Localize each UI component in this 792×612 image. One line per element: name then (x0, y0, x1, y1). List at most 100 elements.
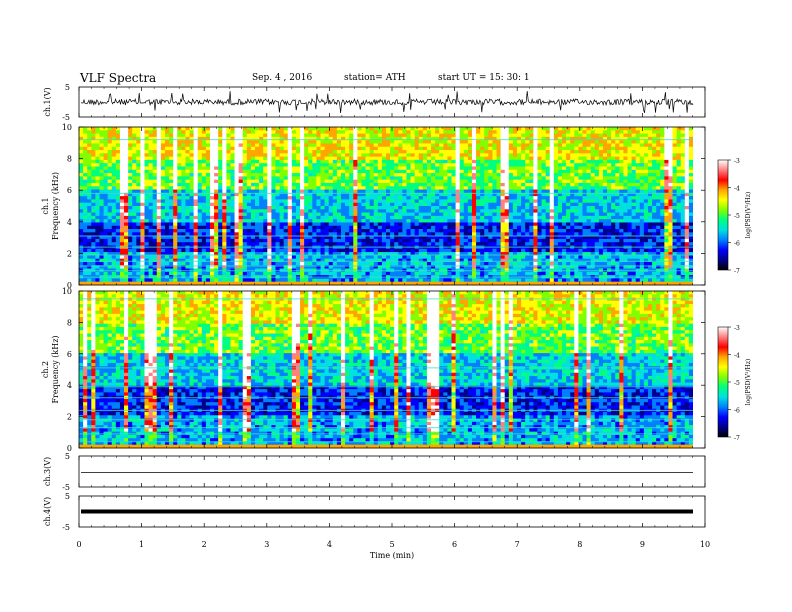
spectrogram-cell (181, 186, 186, 190)
spectrogram-cell (271, 189, 276, 194)
spectrogram-cell (410, 182, 416, 187)
spectrogram-cell (414, 229, 420, 233)
spectrogram-cell (668, 229, 673, 233)
spectrogram-cell (308, 225, 313, 230)
spectrogram-cell (578, 150, 583, 154)
spectrogram-cell (431, 212, 436, 217)
spectrogram-cell (418, 150, 424, 154)
spectrogram-cell (197, 140, 203, 144)
spectrogram-cell (447, 212, 452, 217)
spectrogram-cell (652, 232, 657, 237)
spectrogram-cell (238, 225, 244, 230)
spectrogram-cell (226, 153, 231, 158)
spectrogram-cell (521, 212, 526, 217)
spectrogram-cell (340, 156, 346, 161)
spectrogram-cell (148, 225, 154, 230)
spectrogram-cell (394, 166, 399, 171)
spectrogram-cell (148, 140, 154, 144)
spectrogram-cell (263, 209, 268, 213)
spectrogram-cell (214, 215, 219, 220)
spectrogram-cell (336, 136, 342, 141)
spectrogram-cell (320, 182, 325, 187)
spectrogram-cell (496, 143, 502, 148)
spectrogram-cell (201, 196, 207, 200)
spectrogram-cell (402, 209, 407, 213)
spectrogram-cell (394, 130, 399, 134)
spectrogram-cell (533, 232, 538, 237)
spectrogram-cell (242, 150, 248, 154)
spectrogram-cell (410, 143, 416, 148)
spectrogram-cell (455, 206, 461, 210)
spectrogram-cell (148, 173, 154, 177)
spectrogram-cell (607, 186, 612, 190)
spectrogram-cell (316, 206, 321, 210)
spectrogram-cell (504, 156, 510, 161)
spectrogram-cell (279, 153, 285, 158)
spectrogram-cell (209, 163, 215, 167)
spectrogram-cell (136, 229, 141, 233)
spectrogram-cell (471, 146, 477, 151)
spectrogram-cell (631, 153, 637, 158)
spectrogram-cell (369, 196, 375, 200)
spectrogram-cell (103, 212, 109, 217)
spectrogram-cell (549, 215, 555, 220)
spectrogram-cell (222, 140, 227, 144)
spectrogram-cell (214, 169, 219, 174)
spectrogram-cell (185, 215, 190, 220)
spectrogram-cell (160, 206, 166, 210)
spectrogram-cell (504, 163, 510, 167)
spectrogram-cell (537, 202, 542, 207)
spectrogram-cell (369, 156, 375, 161)
spectrogram-cell (607, 136, 612, 141)
spectrogram-cell (226, 206, 231, 210)
spectrogram-cell (586, 156, 592, 161)
spectrogram-cell (193, 229, 199, 233)
spectrogram-cell (169, 127, 174, 131)
spectrogram-cell (549, 127, 555, 131)
spectrogram-cell (476, 136, 481, 141)
spectrogram-cell (467, 189, 473, 194)
spectrogram-cell (242, 182, 248, 187)
spectrogram-cell (664, 225, 669, 230)
spectrogram-cell (107, 182, 113, 187)
spectrogram-cell (336, 196, 342, 200)
spectrogram-cell (164, 212, 170, 217)
spectrogram-cell (598, 140, 604, 144)
spectrogram-cell (386, 209, 391, 213)
spectrogram-cell (422, 130, 428, 134)
spectrogram-cell (189, 159, 195, 164)
spectrogram-cell (181, 176, 186, 181)
spectrogram-cell (496, 146, 502, 151)
spectrogram-cell (529, 140, 534, 144)
spectrogram-cell (349, 202, 354, 207)
spectrogram-cell (574, 127, 579, 131)
spectrogram-cell (185, 189, 190, 194)
spectrogram-cell (476, 153, 481, 158)
spectrogram-cell (340, 127, 346, 131)
spectrogram-cell (234, 179, 240, 184)
spectrogram-cell (230, 189, 235, 194)
spectrogram-cell (287, 232, 293, 237)
spectrogram-cell (582, 163, 587, 167)
spectrogram-cell (529, 150, 534, 154)
spectrogram-cell (488, 215, 493, 220)
spectrogram-cell (484, 156, 489, 161)
spectrogram-cell (369, 136, 375, 141)
spectrogram-cell (345, 209, 350, 213)
spectrogram-cell (324, 133, 330, 138)
spectrogram-cell (189, 140, 195, 144)
spectrogram-cell (201, 140, 207, 144)
spectrogram-cell (99, 219, 104, 223)
spectrogram-cell (160, 229, 166, 233)
spectrogram-cell (189, 153, 195, 158)
spectrogram-cell (238, 176, 244, 181)
spectrogram-cell (287, 179, 293, 184)
spectrogram-cell (615, 136, 620, 141)
spectrogram-cell (484, 212, 489, 217)
spectrogram-cell (295, 192, 301, 197)
spectrogram-cell (361, 215, 366, 220)
spectrogram-cell (144, 206, 149, 210)
spectrogram-cell (410, 130, 416, 134)
spectrogram-cell (647, 206, 653, 210)
spectrogram-cell (529, 143, 534, 148)
